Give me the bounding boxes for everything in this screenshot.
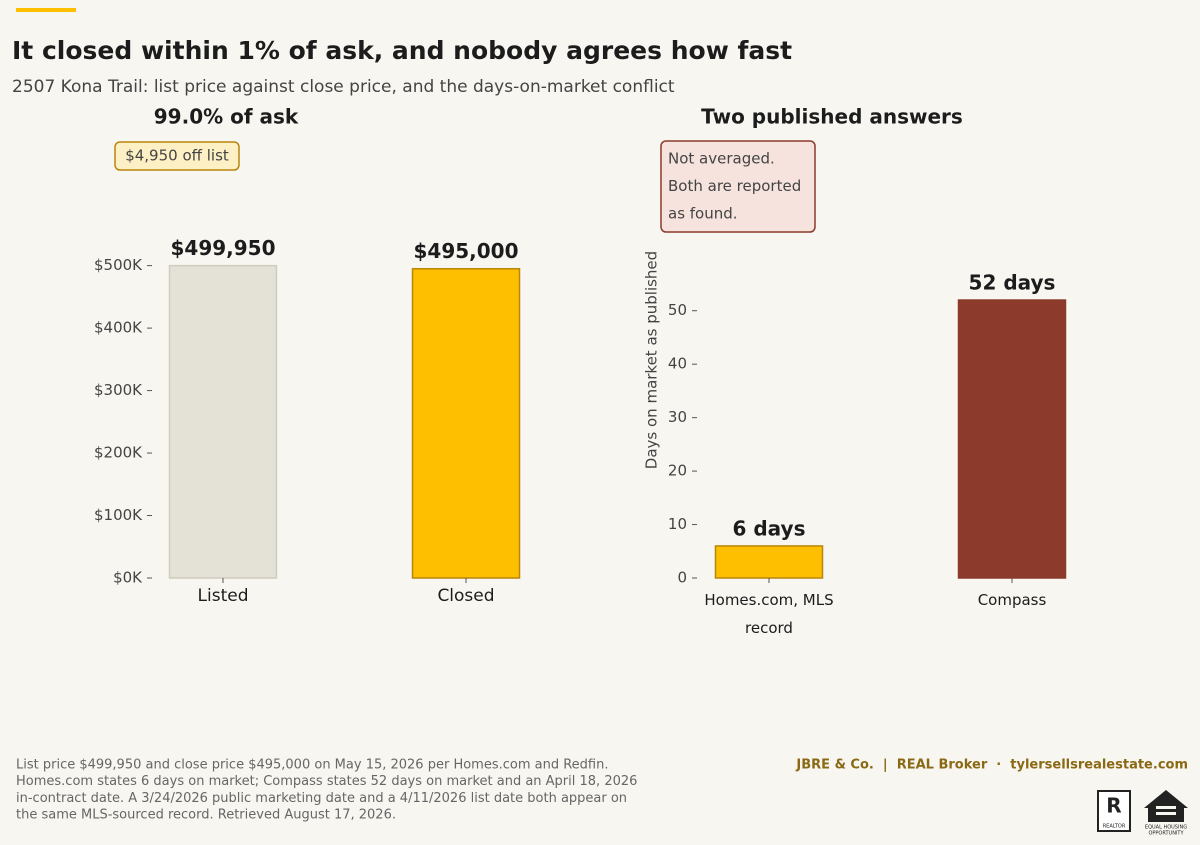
y-tick-label: $500K	[94, 256, 143, 274]
bar	[957, 299, 1067, 579]
title: It closed within 1% of ask, and nobody a…	[12, 36, 792, 65]
y-tick-label: 20	[668, 462, 687, 480]
realtor-text: REALTOR	[1103, 824, 1126, 830]
y-tick-label: $100K	[94, 506, 143, 524]
footer-note: in-contract date. A 3/24/2026 public mar…	[16, 791, 627, 806]
panel-title: 99.0% of ask	[154, 105, 299, 129]
footer-note: the same MLS-sourced record. Retrieved A…	[16, 808, 396, 823]
y-tick-label: 10	[668, 515, 687, 533]
footer-note: Homes.com states 6 days on market; Compa…	[16, 774, 637, 789]
y-tick-label: 40	[668, 355, 687, 373]
subtitle: 2507 Kona Trail: list price against clos…	[12, 77, 675, 97]
panel-title: Two published answers	[701, 105, 963, 129]
bar	[411, 267, 521, 579]
x-tick-label: Closed	[437, 586, 495, 606]
annotation-text: Not averaged.	[668, 150, 775, 168]
y-tick-label: $400K	[94, 319, 143, 337]
annotation-text: $4,950 off list	[125, 147, 229, 165]
y-tick-label: 50	[668, 301, 687, 319]
bar	[168, 264, 278, 579]
footer-note: List price $499,950 and close price $495…	[16, 758, 608, 773]
y-tick-label: $200K	[94, 444, 143, 462]
y-tick-label: $300K	[94, 381, 143, 399]
eho-logo-line	[1156, 806, 1176, 809]
x-tick-label: Compass	[977, 591, 1047, 609]
eho-text: OPPORTUNITY	[1148, 831, 1184, 837]
x-tick-label: Homes.com, MLS record	[704, 591, 834, 637]
annotation-text: Both are reported	[668, 177, 801, 195]
realtor-mark: R	[1106, 794, 1121, 818]
eho-text: EQUAL HOUSING	[1145, 825, 1187, 831]
value-label: $495,000	[413, 239, 518, 263]
realtor-logo	[1097, 790, 1131, 832]
value-label: $499,950	[170, 236, 275, 260]
y-tick-label: 0	[677, 569, 687, 587]
value-label: 52 days	[969, 271, 1056, 295]
eho-logo-line	[1156, 812, 1176, 815]
y-tick-label: 30	[668, 408, 687, 426]
value-label: 6 days	[732, 516, 805, 540]
annotation-box	[114, 141, 240, 171]
annotation-box	[660, 140, 816, 233]
x-tick-label: Listed	[197, 586, 249, 606]
brand: JBRE & Co. | REAL Broker · tylersellsrea…	[795, 758, 1188, 773]
accent-bar	[16, 8, 76, 12]
annotation-text: as found.	[668, 205, 738, 223]
bar	[714, 545, 824, 579]
y-axis-label: Days on market as published	[643, 251, 661, 469]
y-tick-label: $0K	[113, 569, 143, 587]
